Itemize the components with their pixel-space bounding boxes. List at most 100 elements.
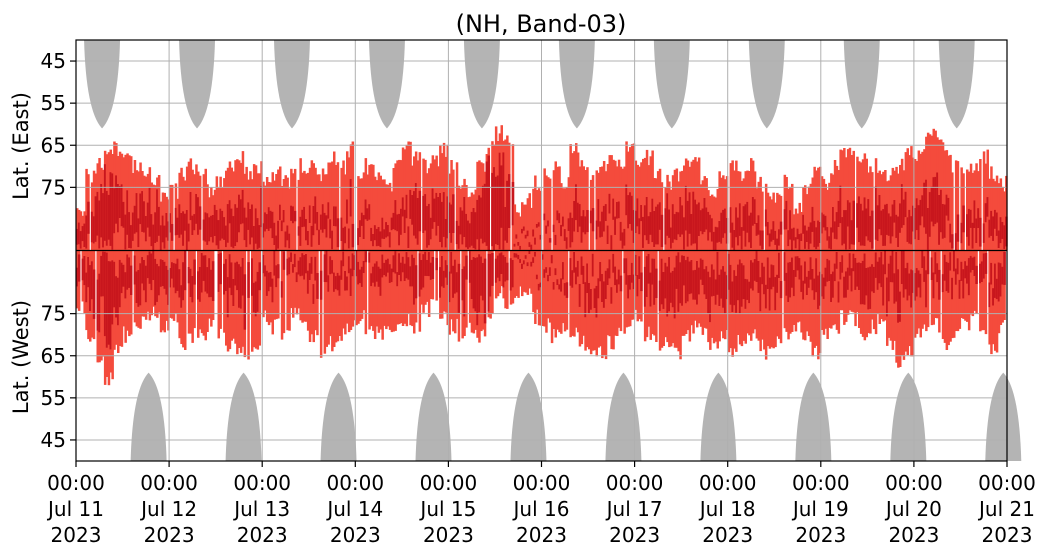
activity-cell-east-strong	[750, 212, 753, 248]
activity-cell-east-strong	[463, 197, 466, 237]
activity-cell-east-strong	[130, 225, 133, 249]
activity-cell-east-strong	[774, 230, 777, 245]
activity-cell-east-strong	[364, 199, 368, 220]
activity-cell-east-strong	[126, 190, 129, 235]
activity-cell-west-strong	[100, 255, 103, 297]
activity-cell-west	[576, 250, 580, 333]
activity-cell-west	[1003, 250, 1006, 320]
activity-cell-west-strong	[792, 270, 796, 297]
activity-cell-west	[541, 250, 544, 326]
activity-cell-west-strong	[182, 262, 185, 301]
x-tick-label-time: 00:00	[606, 471, 664, 495]
activity-cell-east-strong	[167, 221, 170, 241]
activity-cell-west	[163, 250, 166, 333]
activity-cell-east	[619, 166, 623, 251]
activity-cell-east-strong	[938, 195, 941, 245]
activity-cell-east	[584, 170, 587, 251]
activity-cell-west-strong	[515, 253, 518, 258]
activity-cell-east	[865, 158, 868, 251]
activity-cell-east-strong	[554, 234, 557, 246]
activity-cell-west-strong	[273, 250, 276, 276]
activity-cell-west	[519, 250, 522, 287]
activity-cell-west	[251, 250, 254, 352]
activity-cell-east-strong	[79, 231, 83, 249]
activity-cell-east-strong	[921, 195, 924, 217]
activity-cell-west-strong	[897, 269, 900, 323]
activity-cell-east-strong	[565, 237, 569, 249]
activity-cell-west-strong	[463, 266, 466, 317]
activity-cell-east-strong	[679, 197, 682, 237]
activity-cell-east-strong	[630, 195, 634, 231]
activity-cell-east-strong	[485, 161, 489, 246]
activity-cell-west-strong	[90, 261, 94, 300]
y-tick-label-east: 65	[41, 133, 66, 157]
activity-cell-west	[716, 250, 719, 349]
x-tick-label-time: 00:00	[140, 471, 198, 495]
activity-cell-west-strong	[612, 253, 615, 273]
activity-cell-east-strong	[362, 215, 366, 239]
activity-cell-east-strong	[157, 206, 161, 236]
activity-cell-east-strong	[899, 203, 902, 233]
activity-cell-east-strong	[424, 194, 427, 231]
activity-cell-east	[204, 168, 207, 251]
activity-cell-east-strong	[705, 207, 708, 230]
activity-cell-east-strong	[1003, 225, 1006, 249]
daylight-mask-east	[653, 40, 690, 129]
activity-cell-west	[277, 250, 280, 319]
activity-cell-east	[951, 172, 954, 251]
activity-cell-west	[219, 250, 222, 329]
activity-cell-west	[381, 250, 384, 340]
activity-cell-east	[217, 188, 220, 251]
activity-cell-east-strong	[712, 231, 716, 250]
activity-cell-east	[534, 175, 537, 251]
activity-cell-east-strong	[688, 192, 692, 234]
activity-cell-east-strong	[429, 217, 433, 240]
activity-cell-east-strong	[381, 217, 384, 239]
activity-cell-west-strong	[96, 279, 99, 331]
activity-cell-east-strong	[461, 210, 464, 245]
activity-cell-west-strong	[381, 254, 384, 278]
activity-cell-east	[565, 187, 569, 251]
activity-cell-east-strong	[800, 233, 803, 241]
activity-cell-west	[571, 250, 574, 336]
y-tick-label-west: 55	[41, 386, 66, 410]
activity-cell-west-strong	[878, 257, 881, 284]
activity-cell-west-strong	[759, 277, 762, 312]
activity-cell-west	[184, 250, 187, 350]
activity-cell-west-strong	[210, 269, 213, 298]
activity-cell-west-strong	[148, 251, 152, 284]
activity-cell-west-strong	[526, 262, 530, 267]
x-tick-label-date: Jul 19	[791, 497, 849, 521]
activity-cell-west-strong	[267, 272, 271, 292]
activity-cell-east	[388, 182, 392, 251]
activity-cell-west-strong	[115, 276, 118, 318]
activity-cell-west-strong	[629, 275, 632, 290]
activity-cell-east-strong	[913, 208, 917, 240]
activity-cell-west-strong	[197, 271, 200, 300]
activity-cell-east-strong	[90, 211, 94, 243]
activity-cell-east	[889, 175, 893, 251]
activity-cell-east	[910, 146, 913, 251]
activity-cell-east-strong	[820, 212, 824, 234]
activity-cell-west	[351, 250, 355, 327]
activity-cell-east-strong	[195, 194, 198, 224]
activity-cell-west	[405, 250, 409, 327]
activity-cell-west	[616, 250, 619, 336]
activity-cell-east-strong	[120, 184, 124, 227]
activity-cell-west	[297, 250, 301, 309]
activity-cell-east-strong	[117, 184, 120, 233]
activity-cell-east-strong	[193, 214, 196, 231]
activity-cell-west	[526, 250, 530, 295]
activity-cell-west-strong	[292, 264, 295, 273]
activity-cell-east-strong	[906, 217, 909, 242]
activity-cell-east-strong	[908, 209, 911, 244]
activity-cell-east-strong	[211, 215, 215, 243]
activity-cell-west-strong	[478, 254, 481, 313]
activity-cell-west-strong	[832, 271, 835, 298]
activity-cell-east	[647, 165, 651, 251]
activity-cell-west-strong	[729, 264, 733, 305]
activity-cell-east-strong	[316, 212, 319, 231]
activity-cell-east-strong	[852, 200, 855, 245]
activity-cell-east-strong	[787, 230, 790, 247]
activity-cell-west	[409, 250, 412, 326]
